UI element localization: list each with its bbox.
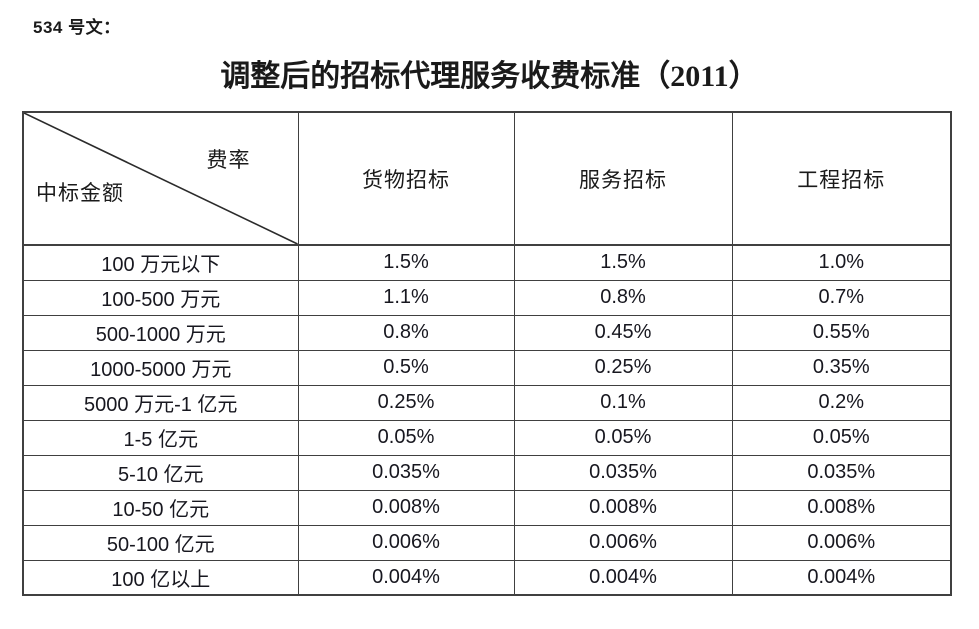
rate-value-cell: 0.006% [731, 524, 952, 561]
rate-value-cell: 1.0% [731, 244, 952, 281]
rate-value-cell: 0.006% [513, 524, 733, 561]
table-row: 100 万元以下 1.5% 1.5% 1.0% [22, 244, 952, 281]
rate-value-cell: 0.35% [731, 349, 952, 386]
rate-value-cell: 0.05% [297, 419, 515, 456]
rate-value-cell: 1.1% [297, 279, 515, 316]
rate-value-cell: 0.035% [513, 454, 733, 491]
amount-range-cell: 100 亿以上 [22, 559, 299, 596]
doc-number-label: 534 号文： [33, 18, 121, 37]
rate-value-cell: 0.035% [297, 454, 515, 491]
fee-table-body: 100 万元以下 1.5% 1.5% 1.0% 100-500 万元 1.1% 0.8% 0.… [22, 244, 952, 596]
amount-range-cell: 100-500 万元 [22, 279, 299, 316]
table-row: 500-1000 万元 0.8% 0.45% 0.55% [22, 314, 952, 351]
column-header-engineering: 工程招标 [731, 111, 952, 246]
column-header-goods: 货物招标 [297, 111, 515, 246]
amount-range-cell: 10-50 亿元 [22, 489, 299, 526]
rate-value-cell: 0.008% [513, 489, 733, 526]
rate-value-cell: 0.5% [297, 349, 515, 386]
rate-value-cell: 1.5% [297, 244, 515, 281]
rate-value-cell: 0.035% [731, 454, 952, 491]
rate-value-cell: 0.05% [731, 419, 952, 456]
rate-value-cell: 0.1% [513, 384, 733, 421]
amount-range-cell: 50-100 亿元 [22, 524, 299, 561]
rate-value-cell: 0.008% [731, 489, 952, 526]
rate-value-cell: 0.8% [513, 279, 733, 316]
rate-value-cell: 0.008% [297, 489, 515, 526]
table-row: 100 亿以上 0.004% 0.004% 0.004% [22, 559, 952, 596]
rate-value-cell: 0.25% [297, 384, 515, 421]
column-header-services: 服务招标 [513, 111, 733, 246]
table-row: 100-500 万元 1.1% 0.8% 0.7% [22, 279, 952, 316]
rate-value-cell: 0.45% [513, 314, 733, 351]
diagonal-corner-cell: 费率 中标金额 [22, 111, 299, 246]
rate-value-cell: 0.8% [297, 314, 515, 351]
rate-value-cell: 0.7% [731, 279, 952, 316]
rate-value-cell: 0.006% [297, 524, 515, 561]
header-row: 费率 中标金额 货物招标 服务招标 工程招标 [22, 111, 952, 246]
rate-value-cell: 1.5% [513, 244, 733, 281]
amount-range-cell: 100 万元以下 [22, 244, 299, 281]
rate-value-cell: 0.2% [731, 384, 952, 421]
corner-label-amount: 中标金额 [36, 181, 124, 205]
table-row: 5000 万元-1 亿元 0.25% 0.1% 0.2% [22, 384, 952, 421]
rate-value-cell: 0.004% [513, 559, 733, 596]
diagonal-line [24, 113, 298, 244]
table-row: 5-10 亿元 0.035% 0.035% 0.035% [22, 454, 952, 491]
table-row: 1-5 亿元 0.05% 0.05% 0.05% [22, 419, 952, 456]
table-row: 50-100 亿元 0.006% 0.006% 0.006% [22, 524, 952, 561]
amount-range-cell: 5000 万元-1 亿元 [22, 384, 299, 421]
corner-label-rate: 费率 [206, 148, 251, 172]
amount-range-cell: 1-5 亿元 [22, 419, 299, 456]
table-row: 10-50 亿元 0.008% 0.008% 0.008% [22, 489, 952, 526]
rate-value-cell: 0.55% [731, 314, 952, 351]
table-row: 1000-5000 万元 0.5% 0.25% 0.35% [22, 349, 952, 386]
amount-range-cell: 1000-5000 万元 [22, 349, 299, 386]
page-title: 调整后的招标代理服务收费标准（2011） [220, 60, 759, 93]
amount-range-cell: 5-10 亿元 [22, 454, 299, 491]
fee-standard-table: 费率 中标金额 货物招标 服务招标 工程招标 100 万元以下 1.5% 1.5% 1… [22, 111, 952, 596]
rate-value-cell: 0.004% [731, 559, 952, 596]
rate-value-cell: 0.05% [513, 419, 733, 456]
rate-value-cell: 0.004% [297, 559, 515, 596]
amount-range-cell: 500-1000 万元 [22, 314, 299, 351]
rate-value-cell: 0.25% [513, 349, 733, 386]
